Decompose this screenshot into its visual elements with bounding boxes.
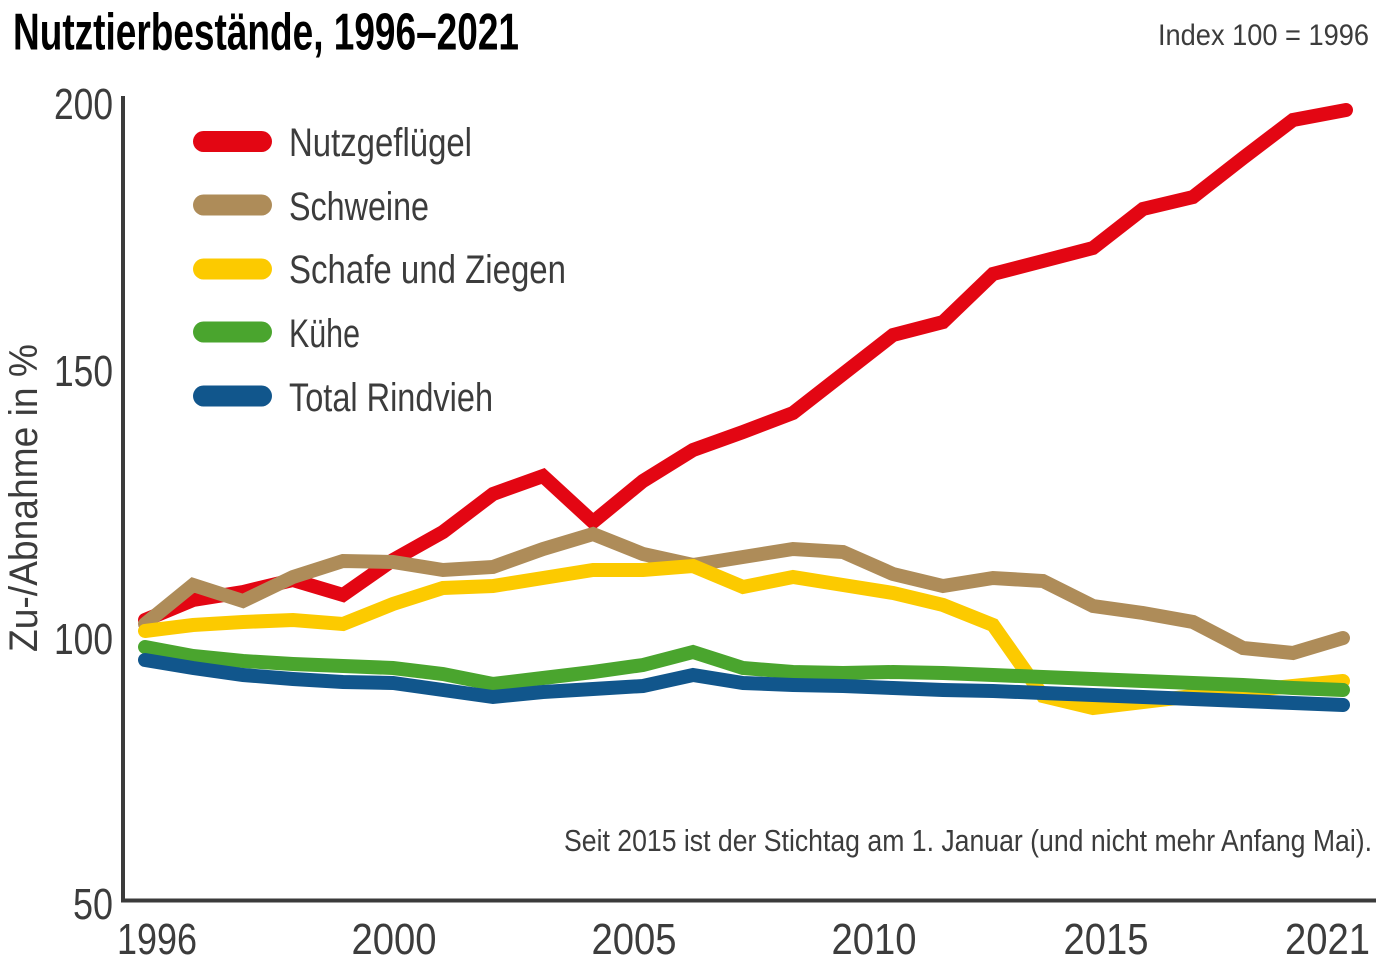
svg-text:Seit 2015 ist der Stichtag am: Seit 2015 ist der Stichtag am 1. Januar …: [564, 823, 1372, 858]
svg-text:200: 200: [54, 80, 113, 129]
svg-text:2005: 2005: [592, 915, 677, 964]
svg-text:Total Rindvieh: Total Rindvieh: [289, 376, 493, 420]
svg-text:100: 100: [54, 615, 113, 664]
svg-text:Kühe: Kühe: [289, 312, 360, 356]
svg-text:1996: 1996: [117, 915, 197, 964]
svg-text:2000: 2000: [352, 915, 437, 964]
svg-text:Nutzgeflügel: Nutzgeflügel: [289, 121, 472, 165]
svg-text:Zu-/Abnahme in %: Zu-/Abnahme in %: [2, 344, 46, 652]
svg-text:Schweine: Schweine: [289, 185, 429, 229]
svg-text:2015: 2015: [1064, 915, 1149, 964]
svg-text:Nutztierbestände, 1996–2021: Nutztierbestände, 1996–2021: [13, 4, 519, 62]
svg-text:2010: 2010: [832, 915, 917, 964]
svg-text:2021: 2021: [1285, 915, 1370, 964]
svg-text:150: 150: [54, 347, 113, 396]
svg-text:Schafe und Ziegen: Schafe und Ziegen: [289, 248, 566, 292]
svg-text:50: 50: [73, 880, 113, 929]
svg-text:Index 100 = 1996: Index 100 = 1996: [1158, 19, 1369, 52]
